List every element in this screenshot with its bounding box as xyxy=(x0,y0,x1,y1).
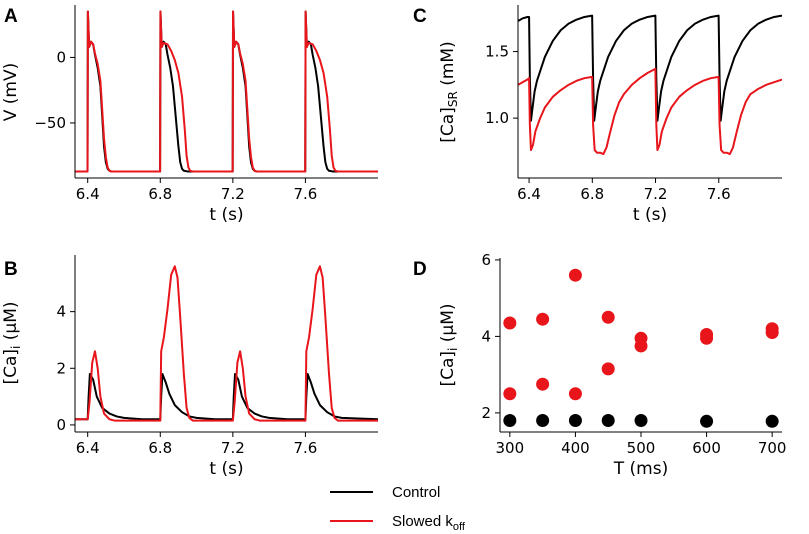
point-control-D-0 xyxy=(503,414,517,428)
y-tick-label-D-2: 6 xyxy=(481,251,491,269)
point-slowed-D-9 xyxy=(634,339,648,353)
point-control-D-6 xyxy=(765,414,779,428)
legend: Control Slowed koff xyxy=(330,484,466,533)
x-tick-label-C-2: 7.2 xyxy=(644,185,668,203)
point-slowed-D-4 xyxy=(568,268,582,282)
x-axis-label-A: t (s) xyxy=(209,205,243,225)
series-control-line-C xyxy=(518,14,782,122)
point-control-D-5 xyxy=(700,414,714,428)
y-tick-label-B-2: 4 xyxy=(56,303,66,321)
series-slowed-line-A xyxy=(75,10,378,173)
x-tick-label-B-1: 6.8 xyxy=(148,439,172,457)
x-tick-label-A-2: 7.2 xyxy=(221,185,245,203)
y-axis-label-main-B: [Ca] xyxy=(1,349,21,385)
point-control-D-4 xyxy=(634,414,648,428)
x-axis-label-D: T (ms) xyxy=(613,459,668,479)
x-tick-label-D-0: 300 xyxy=(496,439,525,457)
point-slowed-D-13 xyxy=(765,326,779,340)
y-axis-label-B: [Ca]i (µM) xyxy=(1,301,23,384)
series-slowed-line-C xyxy=(518,67,782,156)
point-control-D-1 xyxy=(536,414,550,428)
panel-label-B: B xyxy=(4,259,18,280)
panel-B: B 6.4 6.8 7.2 7.6 0 2 4 t (s) [Ca]i (µM) xyxy=(1,255,378,479)
y-axis-label-A: V (mV) xyxy=(1,63,21,122)
x-tick-label-B-0: 6.4 xyxy=(76,439,100,457)
panel-A: A 6.4 6.8 7.2 7.6 −50 0 t (s) V (mV) xyxy=(1,5,378,225)
x-tick-label-C-0: 6.4 xyxy=(517,185,541,203)
panel-label-C: C xyxy=(413,6,427,27)
y-tick-label-D-0: 2 xyxy=(481,404,491,422)
point-slowed-D-5 xyxy=(568,387,582,401)
x-tick-label-D-1: 400 xyxy=(561,439,590,457)
point-slowed-D-6 xyxy=(601,310,615,324)
series-control-line-B xyxy=(75,372,378,421)
x-tick-label-D-4: 700 xyxy=(758,439,787,457)
panel-label-A: A xyxy=(4,6,18,27)
x-tick-label-B-2: 7.2 xyxy=(221,439,245,457)
x-tick-label-A-3: 7.6 xyxy=(293,185,317,203)
point-slowed-D-0 xyxy=(503,316,517,330)
legend-slowed-label-main: Slowed k xyxy=(392,513,453,530)
y-axis-label-sub-D: i xyxy=(446,348,460,351)
x-tick-label-B-3: 7.6 xyxy=(293,439,317,457)
x-tick-label-D-3: 600 xyxy=(692,439,721,457)
y-axis-label-main-D: [Ca] xyxy=(438,351,458,387)
legend-slowed-label: Slowed koff xyxy=(392,513,466,533)
y-axis-label-sub-B: i xyxy=(9,346,23,349)
legend-control-label: Control xyxy=(392,484,440,501)
y-tick-label-A-1: 0 xyxy=(56,48,66,66)
point-control-D-3 xyxy=(601,414,615,428)
point-slowed-D-3 xyxy=(536,377,550,391)
panel-C: C 6.4 6.8 7.2 7.6 1.0 1.5 t (s) [Ca]SR (mM) xyxy=(413,5,782,225)
y-axis-label-sub-C: SR xyxy=(446,91,460,107)
y-tick-label-A-0: −50 xyxy=(34,114,66,132)
y-tick-label-C-0: 1.0 xyxy=(485,109,509,127)
y-tick-label-B-0: 0 xyxy=(56,416,66,434)
x-tick-label-C-3: 7.6 xyxy=(707,185,731,203)
x-tick-label-C-1: 6.8 xyxy=(580,185,604,203)
y-axis-label-tail-D: (µM) xyxy=(438,303,458,347)
series-control-line-A xyxy=(75,10,378,173)
x-axis-label-C: t (s) xyxy=(633,205,667,225)
point-slowed-D-7 xyxy=(601,362,615,376)
point-control-D-2 xyxy=(568,414,582,428)
y-tick-label-C-1: 1.5 xyxy=(485,43,509,61)
y-axis-label-D: [Ca]i (µM) xyxy=(438,303,460,386)
panel-label-D: D xyxy=(413,259,427,280)
y-tick-label-D-1: 4 xyxy=(481,327,491,345)
legend-slowed-label-sub: off xyxy=(453,521,466,533)
panels: A 6.4 6.8 7.2 7.6 −50 0 t (s) V (mV) B 6.4 6.8 7.2 7.… xyxy=(1,5,786,479)
y-axis-label-tail-B: (µM) xyxy=(1,301,21,345)
x-axis-label-B: t (s) xyxy=(209,459,243,479)
y-axis-label-C: [Ca]SR (mM) xyxy=(438,41,460,142)
y-tick-label-B-1: 2 xyxy=(56,359,66,377)
x-tick-label-A-0: 6.4 xyxy=(76,185,100,203)
point-slowed-D-11 xyxy=(700,331,714,345)
point-slowed-D-1 xyxy=(503,387,517,401)
y-axis-label-tail-C: (mM) xyxy=(438,41,458,91)
series-slowed-line-B xyxy=(75,265,378,422)
panel-D: D 300 400 500 600 700 2 4 6 T (ms) [Ca]i (µM) xyxy=(413,251,786,479)
point-slowed-D-2 xyxy=(536,312,550,326)
x-tick-label-D-2: 500 xyxy=(627,439,656,457)
x-tick-label-A-1: 6.8 xyxy=(148,185,172,203)
y-axis-label-main-C: [Ca] xyxy=(438,107,458,143)
